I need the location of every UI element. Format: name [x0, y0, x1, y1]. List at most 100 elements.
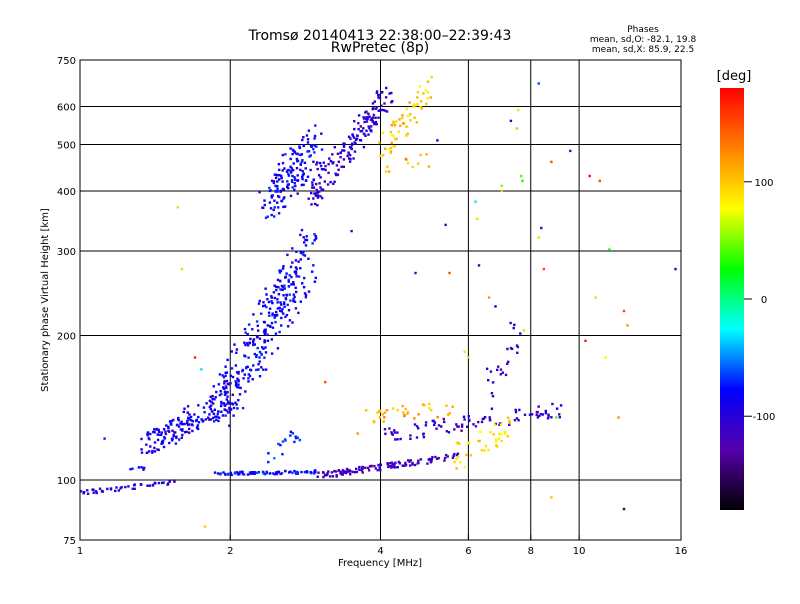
data-point — [301, 178, 304, 181]
data-point — [608, 248, 611, 251]
data-point — [497, 437, 501, 440]
data-point — [177, 425, 181, 428]
data-point — [498, 432, 501, 435]
data-point — [117, 489, 120, 492]
data-point — [217, 410, 220, 413]
data-point — [378, 416, 382, 419]
data-point — [247, 356, 250, 359]
data-point — [281, 307, 284, 311]
data-point — [293, 270, 296, 273]
data-point — [212, 402, 215, 405]
data-point — [219, 404, 223, 408]
data-point — [278, 178, 281, 181]
data-point — [234, 384, 238, 387]
data-point — [466, 441, 470, 444]
data-point — [313, 192, 316, 195]
data-point — [302, 236, 305, 239]
data-point — [291, 152, 294, 156]
data-point — [272, 181, 275, 185]
data-point — [227, 400, 230, 403]
data-point — [232, 414, 235, 417]
data-point — [281, 288, 284, 292]
data-point — [284, 205, 287, 208]
data-point — [273, 215, 276, 218]
data-point — [440, 425, 443, 428]
data-point — [263, 473, 267, 476]
data-point — [152, 430, 155, 434]
data-point — [224, 374, 227, 377]
data-point — [384, 96, 388, 99]
data-point — [260, 366, 263, 369]
data-point — [383, 416, 386, 419]
data-point — [369, 118, 373, 122]
data-point — [387, 147, 391, 151]
data-point — [349, 153, 352, 157]
data-point — [316, 194, 320, 197]
data-point — [207, 416, 210, 419]
data-point — [255, 354, 258, 357]
data-point — [372, 107, 375, 110]
data-point — [394, 461, 397, 464]
data-point — [458, 442, 461, 445]
data-point — [517, 419, 520, 422]
data-point — [508, 419, 511, 422]
data-point — [337, 469, 340, 473]
data-point — [173, 431, 176, 434]
data-point — [329, 180, 332, 184]
data-point — [367, 125, 370, 128]
data-point — [149, 432, 152, 436]
data-point — [467, 415, 470, 418]
data-point — [177, 419, 180, 422]
data-point — [294, 472, 298, 475]
data-point — [368, 127, 371, 130]
data-point — [462, 415, 466, 418]
data-point — [356, 432, 359, 435]
data-point — [273, 457, 276, 460]
data-point — [388, 92, 391, 95]
data-point — [484, 444, 488, 448]
data-point — [153, 428, 156, 431]
data-point — [289, 157, 292, 161]
data-point — [519, 174, 523, 178]
data-point — [271, 194, 274, 197]
data-point — [408, 460, 411, 463]
data-point — [383, 109, 387, 112]
data-point — [303, 276, 306, 280]
data-point — [262, 304, 265, 308]
data-point — [412, 105, 415, 108]
data-point — [515, 127, 518, 130]
data-point — [413, 463, 417, 467]
data-point — [467, 356, 470, 359]
data-point — [322, 168, 325, 171]
data-point — [401, 114, 404, 117]
data-point — [291, 186, 294, 189]
data-point — [180, 420, 183, 423]
data-point — [387, 170, 391, 173]
data-point — [485, 367, 489, 370]
data-point — [146, 434, 149, 437]
data-point — [383, 102, 386, 105]
data-point — [224, 365, 227, 368]
data-point — [430, 409, 433, 412]
data-point — [285, 293, 288, 296]
data-point — [151, 449, 154, 453]
data-point — [324, 380, 327, 384]
data-point — [314, 470, 317, 474]
data-point — [292, 299, 295, 303]
data-point — [265, 471, 268, 475]
data-point — [286, 253, 289, 257]
data-point — [460, 423, 464, 426]
data-point — [391, 145, 395, 148]
data-point — [516, 351, 519, 354]
data-point — [217, 416, 221, 419]
data-point — [157, 481, 161, 485]
data-point — [231, 403, 235, 406]
data-point — [456, 452, 460, 455]
data-point — [308, 155, 311, 158]
data-point — [429, 461, 432, 464]
data-point — [230, 367, 234, 370]
data-point — [258, 299, 261, 303]
data-point — [237, 370, 240, 374]
data-point — [180, 267, 184, 271]
data-point — [288, 293, 291, 296]
